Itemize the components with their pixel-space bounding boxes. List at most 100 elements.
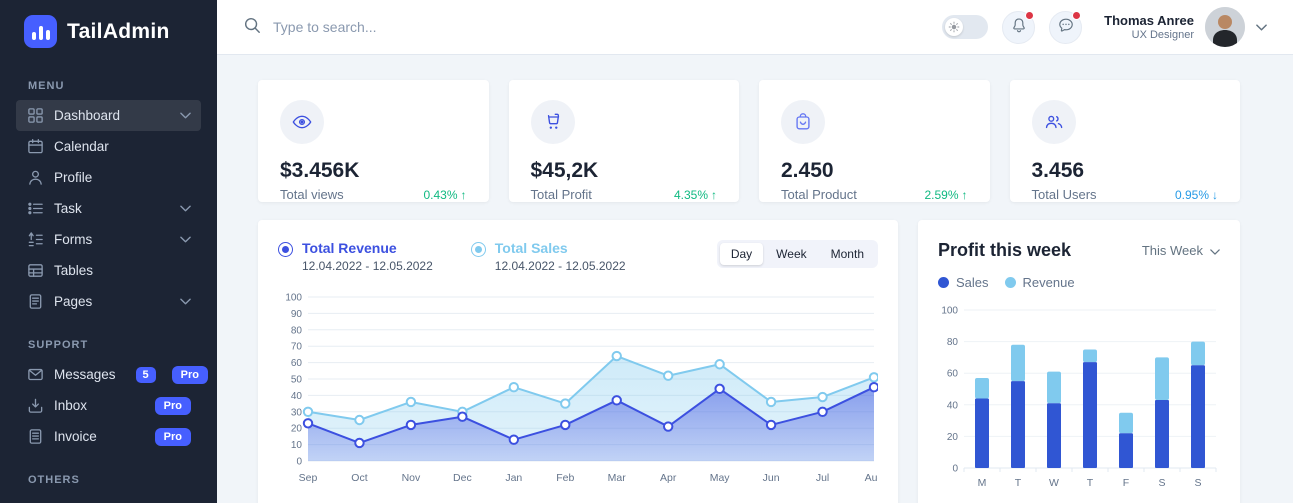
series-toggles: Total Revenue 12.04.2022 - 12.05.2022 Tota… xyxy=(278,240,626,273)
svg-text:Sep: Sep xyxy=(299,472,318,484)
profit-chart-card: Profit this week This Week Sales Revenue … xyxy=(918,220,1240,503)
grid-icon xyxy=(26,107,44,125)
messages-button[interactable] xyxy=(1049,10,1083,44)
series-name: Total Sales xyxy=(494,240,568,256)
sidebar-item-inbox[interactable]: Inbox Pro xyxy=(16,390,201,421)
svg-text:W: W xyxy=(1049,477,1059,489)
sidebar-item-pages[interactable]: Pages xyxy=(16,286,201,317)
stat-delta-value: 4.35% xyxy=(673,187,708,202)
arrow-up-icon: ↑ xyxy=(460,187,467,202)
chevron-down-icon xyxy=(1256,18,1267,36)
range-button-week[interactable]: Week xyxy=(776,247,807,261)
svg-text:100: 100 xyxy=(941,306,958,317)
stat-label: Total Profit xyxy=(530,187,592,202)
stat-card-total-profit: $45,2K Total Profit 4.35% ↑ xyxy=(508,80,739,202)
main-content: $3.456K Total views 0.43% ↑ $45,2K Total Prof… xyxy=(217,55,1293,503)
stat-delta: 0.95% ↓ xyxy=(1175,188,1218,202)
sidebar-item-forms[interactable]: Forms xyxy=(16,224,201,255)
revenue-sales-line-chart: 0 10 20 30 40 50 60 70 80 90 100 Sep Oct Nov Dec Jan Feb… xyxy=(278,289,883,502)
sidebar-item-messages[interactable]: Messages 5 Pro xyxy=(16,359,208,390)
stat-value: $45,2K xyxy=(530,159,599,182)
user-menu[interactable]: Thomas Anree UX Designer xyxy=(1104,7,1267,47)
sidebar-item-label: Messages xyxy=(54,367,116,382)
svg-text:Jul: Jul xyxy=(816,472,829,484)
stat-value: $3.456K xyxy=(280,159,360,182)
sidebar-item-label: Inbox xyxy=(54,398,88,413)
period-dropdown[interactable]: This Week xyxy=(1142,243,1220,258)
sidebar-item-label: Invoice xyxy=(54,429,97,444)
logo-row[interactable]: TailAdmin xyxy=(0,0,217,58)
series-toggle-total-revenue[interactable]: Total Revenue 12.04.2022 - 12.05.2022 xyxy=(278,240,433,273)
svg-text:0: 0 xyxy=(952,464,958,475)
section-label-support: SUPPORT xyxy=(28,339,89,351)
forms-icon xyxy=(26,231,44,249)
sidebar-item-tables[interactable]: Tables xyxy=(16,255,201,286)
notification-dot xyxy=(1025,10,1035,20)
inbox-icon xyxy=(26,397,44,415)
sidebar-item-profile[interactable]: Profile xyxy=(16,162,201,193)
section-label-others: OTHERS xyxy=(28,474,80,486)
radio-icon xyxy=(470,242,486,257)
legend-dot xyxy=(938,277,949,288)
svg-text:Mar: Mar xyxy=(608,472,627,484)
sidebar-item-invoice[interactable]: Invoice Pro xyxy=(16,421,201,452)
bar-chart-legend: Sales Revenue xyxy=(938,275,1220,290)
revenue-chart-header: Total Revenue 12.04.2022 - 12.05.2022 Tota… xyxy=(278,240,878,273)
svg-text:100: 100 xyxy=(285,293,302,304)
users-icon xyxy=(1031,100,1076,144)
sidebar-item-dashboard[interactable]: Dashboard xyxy=(16,100,201,131)
svg-text:70: 70 xyxy=(291,342,303,353)
svg-text:S: S xyxy=(1194,477,1201,489)
stat-label: Total views xyxy=(280,187,344,202)
stat-label: Total Users xyxy=(1031,187,1097,202)
range-button-month[interactable]: Month xyxy=(830,247,864,261)
sidebar-item-label: Forms xyxy=(54,232,93,247)
profit-card-title: Profit this week xyxy=(938,240,1072,260)
profit-week-bar-chart: 0 20 40 60 80 100 M T W T F S S xyxy=(938,300,1220,501)
svg-text:F: F xyxy=(1123,477,1129,489)
svg-text:Apr: Apr xyxy=(660,472,677,484)
user-role: UX Designer xyxy=(1131,29,1194,41)
range-toggle-group: Day Week Month xyxy=(716,240,878,268)
series-date-range: 12.04.2022 - 12.05.2022 xyxy=(302,259,433,273)
series-toggle-total-sales[interactable]: Total Sales 12.04.2022 - 12.05.2022 xyxy=(470,240,626,273)
sidebar-item-label: Pages xyxy=(54,294,93,309)
user-name: Thomas Anree xyxy=(1104,13,1194,28)
sun-icon xyxy=(945,18,964,36)
sidebar-item-task[interactable]: Task xyxy=(16,193,201,224)
svg-text:20: 20 xyxy=(947,432,959,443)
bell-icon xyxy=(1011,17,1027,38)
chevron-down-icon xyxy=(179,203,191,215)
svg-text:0: 0 xyxy=(296,457,302,468)
avatar xyxy=(1205,7,1245,47)
svg-text:90: 90 xyxy=(291,309,303,320)
svg-text:40: 40 xyxy=(291,391,303,402)
sidebar-item-label: Task xyxy=(54,201,82,216)
stat-value: 2.450 xyxy=(781,159,834,182)
svg-text:Feb: Feb xyxy=(556,472,574,484)
sidebar-item-label: Profile xyxy=(54,170,93,185)
search-input[interactable] xyxy=(273,19,573,35)
notifications-button[interactable] xyxy=(1002,10,1036,44)
invoice-icon xyxy=(26,428,44,446)
svg-text:Oct: Oct xyxy=(351,472,367,484)
svg-text:80: 80 xyxy=(291,325,303,336)
legend-dot xyxy=(1004,277,1016,288)
bag-icon xyxy=(781,100,825,144)
pro-badge: Pro xyxy=(171,365,208,384)
sidebar: TailAdmin MENU Dashboard Calendar Profile Ta… xyxy=(0,0,217,503)
stat-delta-value: 0.43% xyxy=(423,187,458,202)
mail-icon xyxy=(26,366,44,384)
chevron-down-icon xyxy=(179,110,191,122)
dark-mode-toggle[interactable] xyxy=(942,15,989,39)
table-icon xyxy=(26,262,44,280)
stat-delta: 0.43% ↑ xyxy=(423,188,466,202)
count-badge: 5 xyxy=(135,366,156,383)
svg-text:60: 60 xyxy=(947,369,959,380)
sidebar-item-calendar[interactable]: Calendar xyxy=(16,131,201,162)
range-button-day[interactable]: Day xyxy=(719,243,764,265)
svg-text:80: 80 xyxy=(947,337,959,348)
svg-text:10: 10 xyxy=(291,440,303,451)
brand-name: TailAdmin xyxy=(67,19,170,43)
